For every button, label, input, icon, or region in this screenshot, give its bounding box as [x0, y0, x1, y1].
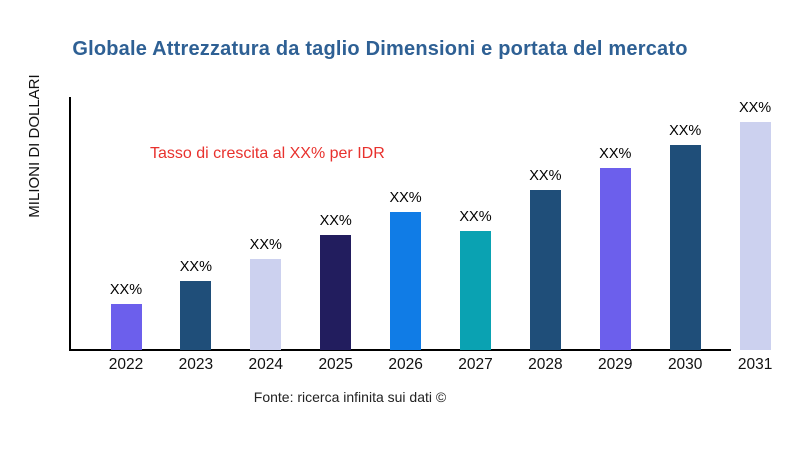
x-tick-label-2027: 2027 — [458, 356, 493, 373]
growth-rate-annotation: Tasso di crescita al XX% per IDR — [150, 145, 385, 162]
bar-2031 — [739, 122, 771, 350]
chart-title: Globale Attrezzatura da taglio Dimension… — [72, 38, 688, 60]
x-tick-label-2024: 2024 — [248, 356, 284, 373]
bar-value-label-2029: XX% — [599, 146, 632, 162]
bar-2027 — [460, 231, 491, 350]
y-axis-line — [69, 97, 71, 351]
bar-value-label-2026: XX% — [389, 190, 422, 206]
x-tick-label-2023: 2023 — [178, 356, 214, 373]
bar-2023 — [180, 281, 212, 350]
x-axis-line — [69, 349, 731, 351]
bar-2030 — [669, 145, 701, 350]
bar-value-label-2022: XX% — [109, 282, 143, 298]
bar-value-label-2030: XX% — [669, 123, 702, 139]
source-footer: Fonte: ricerca infinita sui dati © — [253, 389, 447, 405]
bar-value-label-2031: XX% — [738, 100, 772, 116]
x-tick-label-2022: 2022 — [108, 356, 144, 373]
bar-2022 — [110, 304, 142, 350]
bar-2024 — [250, 259, 282, 350]
y-axis-title: MILIONI DI DOLLARI — [26, 74, 43, 218]
bar-2026 — [390, 212, 422, 350]
x-tick-label-2025: 2025 — [318, 356, 353, 373]
bar-value-label-2025: XX% — [319, 213, 352, 229]
bar-value-label-2024: XX% — [249, 237, 282, 253]
x-tick-label-2030: 2030 — [667, 356, 703, 373]
bar-value-label-2027: XX% — [459, 209, 492, 225]
x-tick-label-2028: 2028 — [528, 356, 563, 373]
x-tick-label-2031: 2031 — [737, 356, 773, 373]
x-tick-label-2029: 2029 — [598, 356, 633, 373]
x-tick-label-2026: 2026 — [388, 356, 423, 373]
bar-value-label-2028: XX% — [529, 168, 562, 184]
bar-2028 — [529, 190, 561, 350]
bar-2029 — [599, 168, 631, 350]
bar-2025 — [320, 235, 352, 350]
bar-value-label-2023: XX% — [179, 259, 213, 275]
